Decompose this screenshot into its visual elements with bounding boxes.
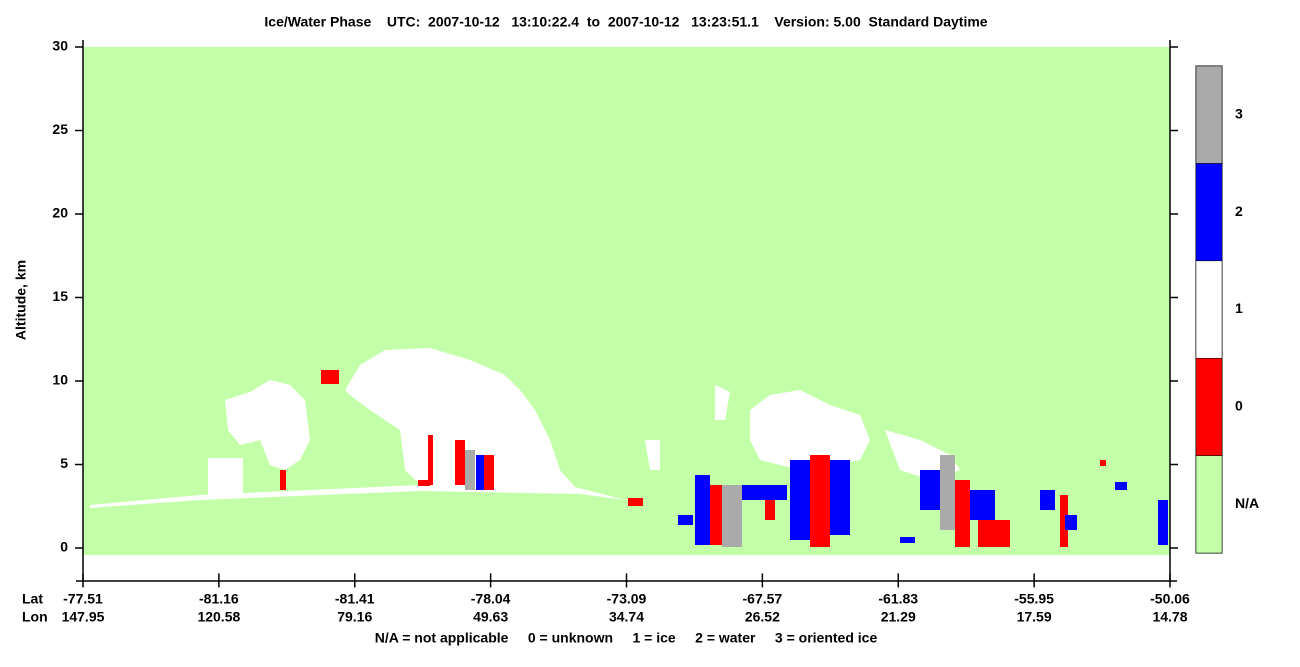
colorbar-swatch — [1195, 65, 1223, 164]
colorbar-swatch — [1195, 163, 1223, 262]
lat-label: -73.09 — [607, 591, 647, 607]
colorbar-swatch — [1195, 260, 1223, 359]
x-row-label: Lat — [22, 591, 43, 607]
lon-label: 34.74 — [609, 609, 644, 625]
lon-label: 26.52 — [745, 609, 780, 625]
lat-label: -77.51 — [63, 591, 103, 607]
chart-title: Ice/Water Phase UTC: 2007-10-12 13:10:22… — [264, 14, 987, 30]
x-row-label: Lon — [22, 609, 48, 625]
y-axis-label: Altitude, km — [13, 260, 29, 340]
lon-label: 49.63 — [473, 609, 508, 625]
y-tick-label: 30 — [52, 38, 68, 54]
y-tick-label: 20 — [52, 205, 68, 221]
colorbar-label: 0 — [1235, 398, 1243, 414]
lon-label: 17.59 — [1017, 609, 1052, 625]
lat-label: -55.95 — [1014, 591, 1054, 607]
colorbar-label: 2 — [1235, 203, 1243, 219]
lon-label: 21.29 — [881, 609, 916, 625]
phase-patches — [280, 370, 1168, 547]
lat-label: -78.04 — [471, 591, 511, 607]
y-tick-label: 5 — [60, 455, 68, 471]
colorbar-label: 1 — [1235, 300, 1243, 316]
lat-label: -50.06 — [1150, 591, 1190, 607]
y-tick-label: 15 — [52, 288, 68, 304]
colorbar-label: N/A — [1235, 495, 1259, 511]
lon-label: 14.78 — [1152, 609, 1187, 625]
colorbar-label: 3 — [1235, 105, 1243, 121]
y-tick-label: 10 — [52, 372, 68, 388]
lat-label: -67.57 — [743, 591, 783, 607]
lon-label: 120.58 — [197, 609, 240, 625]
cloud-regions — [90, 348, 960, 508]
lon-label: 79.16 — [337, 609, 372, 625]
y-tick-label: 25 — [52, 121, 68, 137]
na-background — [83, 47, 1170, 555]
y-tick-label: 0 — [60, 539, 68, 555]
lat-label: -81.41 — [335, 591, 375, 607]
lat-label: -61.83 — [878, 591, 918, 607]
lat-label: -81.16 — [199, 591, 239, 607]
footnote: N/A = not applicable 0 = unknown 1 = ice… — [375, 630, 878, 646]
colorbar-swatch — [1195, 357, 1223, 456]
lon-label: 147.95 — [62, 609, 105, 625]
colorbar-swatch — [1195, 455, 1223, 554]
